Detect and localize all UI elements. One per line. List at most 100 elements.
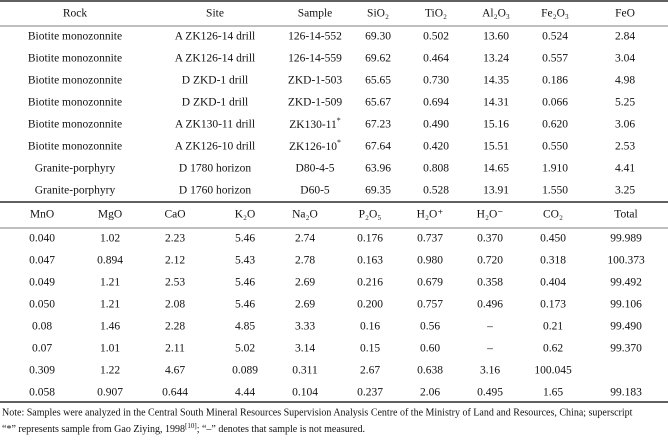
- cell: 0.089: [232, 365, 258, 377]
- cell: 0.358: [477, 277, 503, 289]
- column-header: CaO: [164, 209, 185, 221]
- cell: 0.808: [423, 163, 449, 175]
- cell: 100.373: [607, 255, 645, 267]
- note-text: “*” represents sample from Gao Ziying, 1…: [2, 424, 185, 435]
- cell: 0.644: [162, 387, 188, 399]
- cell: 99.183: [610, 387, 642, 399]
- cell: 1.46: [100, 321, 120, 333]
- cell: 0.16: [360, 321, 380, 333]
- column-header: Fe₂O₃: [541, 8, 569, 20]
- cell: 3.14: [295, 343, 315, 355]
- cell: 2.11: [165, 343, 185, 355]
- cell: 0.404: [540, 277, 566, 289]
- cell: 0.495: [477, 387, 503, 399]
- cell: –: [486, 343, 493, 355]
- column-header: H₂O⁺: [417, 209, 444, 221]
- cell: 0.163: [357, 255, 383, 267]
- column-header: MnO: [30, 209, 54, 221]
- cell: 3.04: [615, 53, 635, 65]
- cell: 0.737: [417, 233, 443, 245]
- cell: 13.24: [483, 53, 509, 65]
- column-header: H₂O⁻: [477, 209, 504, 221]
- note: “*” represents sample from Gao Ziying, 1…: [2, 422, 365, 436]
- cell: D ZKD-1 drill: [182, 75, 248, 87]
- column-header: Al₂O₃: [482, 8, 510, 20]
- cell: 0.524: [542, 31, 568, 43]
- column-header: Site: [206, 8, 224, 20]
- cell: 0.980: [417, 255, 443, 267]
- cell: Biotite monozonnite: [28, 97, 122, 109]
- cell: Biotite monozonnite: [28, 141, 122, 153]
- cell: ZKD-1-503: [288, 75, 343, 87]
- cell: 3.16: [480, 365, 500, 377]
- cell: Granite-porphyry: [35, 163, 116, 175]
- cell: 0.464: [423, 53, 449, 65]
- cell: A ZK126-10 drill: [175, 141, 256, 153]
- cell: 1.01: [100, 343, 120, 355]
- cell: 2.08: [165, 299, 185, 311]
- cell: 65.65: [365, 75, 391, 87]
- column-header: Sample: [298, 8, 333, 20]
- cell: 0.200: [357, 299, 383, 311]
- cell: 0.216: [357, 277, 383, 289]
- cell: 0.311: [292, 365, 318, 377]
- cell: 4.98: [615, 75, 635, 87]
- cell: 69.35: [365, 185, 391, 197]
- cell: 14.65: [483, 163, 509, 175]
- column-header: MgO: [98, 209, 122, 221]
- cell: 0.730: [423, 75, 449, 87]
- cell: 2.69: [295, 299, 315, 311]
- cell: 5.46: [235, 233, 255, 245]
- cell: 0.049: [29, 277, 55, 289]
- cell: 2.67: [360, 365, 380, 377]
- cell: 0.370: [477, 233, 503, 245]
- cell: 0.557: [542, 53, 568, 65]
- cell: D80-4-5: [296, 163, 335, 175]
- cell: 3.06: [615, 119, 635, 131]
- cell: 3.25: [615, 185, 635, 197]
- cell: 65.67: [365, 97, 391, 109]
- cell: A ZK126-14 drill: [175, 31, 256, 43]
- cell: 0.08: [32, 321, 52, 333]
- cell: 1.22: [100, 365, 120, 377]
- cell: 2.23: [165, 233, 185, 245]
- cell: 0.15: [360, 343, 380, 355]
- cell: 4.67: [165, 365, 185, 377]
- cell: 3.33: [295, 321, 315, 333]
- cell: 5.25: [615, 97, 635, 109]
- column-header: Total: [614, 209, 637, 221]
- cell: 2.78: [295, 255, 315, 267]
- cell: 0.07: [32, 343, 52, 355]
- cell: 14.31: [483, 97, 509, 109]
- cell: 0.176: [357, 233, 383, 245]
- cell: 0.050: [29, 299, 55, 311]
- cell: A ZK126-14 drill: [175, 53, 256, 65]
- cell: 0.058: [29, 387, 55, 399]
- cell: ZK126-10*: [289, 138, 341, 153]
- cell: 0.104: [292, 387, 318, 399]
- cell: 0.420: [423, 141, 449, 153]
- column-header: P₂O₅: [359, 209, 382, 221]
- cell: 0.907: [97, 387, 123, 399]
- cell: 5.46: [235, 277, 255, 289]
- cell: 0.490: [423, 119, 449, 131]
- cell: Biotite monozonnite: [28, 75, 122, 87]
- column-header: SiO₂: [367, 8, 389, 20]
- cell: 0.757: [417, 299, 443, 311]
- cell: 0.173: [540, 299, 566, 311]
- cell: 0.60: [420, 343, 440, 355]
- cell: 2.53: [615, 141, 635, 153]
- cell: A ZK130-11 drill: [175, 119, 255, 131]
- cell: 0.528: [423, 185, 449, 197]
- cell: 100.045: [534, 365, 572, 377]
- note: Note: Samples were analyzed in the Centr…: [2, 407, 633, 418]
- column-header: Na₂O: [292, 209, 318, 221]
- cell: 67.23: [365, 119, 391, 131]
- cell: 4.85: [235, 321, 255, 333]
- cell: 0.62: [543, 343, 563, 355]
- cell: ZKD-1-509: [288, 97, 343, 109]
- cell: 5.43: [235, 255, 255, 267]
- cell: 0.620: [542, 119, 568, 131]
- cell: 2.74: [295, 233, 315, 245]
